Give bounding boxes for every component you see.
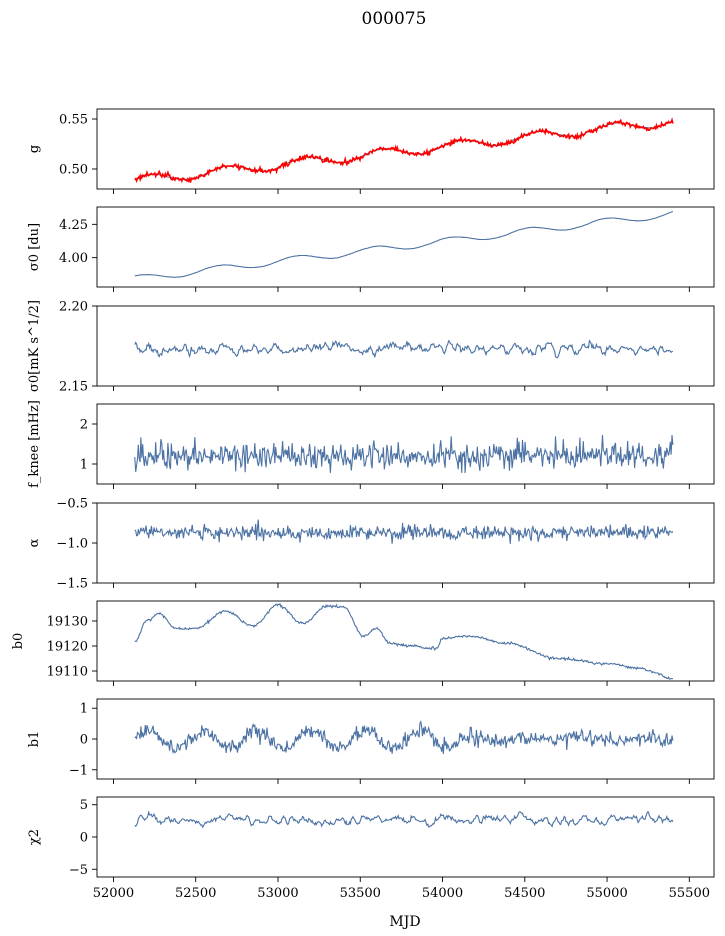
y-axis-label-panel-7: b1	[27, 731, 42, 748]
panel-frame	[96, 502, 715, 584]
y-axis-label-panel-2: σ0 [du]	[27, 223, 42, 271]
panel-frame	[96, 305, 715, 387]
x-tick-label: 55500	[669, 886, 710, 901]
y-tick-label: 4.00	[59, 251, 88, 266]
panel-frame	[96, 403, 715, 485]
y-tick-label: 0.50	[59, 163, 88, 178]
series-line-panel-2	[134, 210, 674, 278]
x-tick-label: 54500	[504, 886, 545, 901]
panel-1: 0.50 0.55 g	[27, 108, 715, 194]
y-axis-label-panel-6: b0	[11, 633, 26, 650]
y-axis-label-panel-3: σ0[mK s^1/2]	[27, 300, 42, 392]
series-line-panel-5	[134, 519, 674, 544]
y-tick-label: 2.15	[59, 380, 88, 395]
panel-4: 1 2 f_knee [mHz]	[27, 400, 715, 489]
series-line-panel-8	[134, 810, 674, 829]
figure-title: 000075	[362, 9, 427, 29]
y-tick-label: −5	[69, 863, 88, 878]
series-line-panel-7	[134, 719, 674, 755]
y-tick-label: 1	[80, 458, 88, 473]
panel-frame	[96, 600, 715, 682]
y-tick-label: 0	[80, 733, 88, 748]
x-tick-label: 55000	[586, 886, 627, 901]
y-tick-label: 19110	[47, 665, 88, 680]
y-tick-label: 2	[80, 418, 88, 433]
y-tick-label: 1	[80, 702, 88, 717]
panels: 0.50 0.55 g 4.00 4.25 σ0 [du] 2.15 2.20 σ0[mK s^…	[11, 108, 715, 901]
x-tick-label: 53000	[257, 886, 298, 901]
panel-6: 19110 19120 19130 b0	[11, 600, 715, 686]
y-tick-label: −1.5	[56, 577, 88, 592]
x-axis-label: MJD	[389, 914, 420, 930]
panel-frame	[96, 206, 715, 288]
x-tick-label: 52000	[93, 886, 134, 901]
panel-8: −5 0 5 52000 52500 53000 53500 54000 54500 55000 5…	[27, 796, 715, 901]
y-tick-label: 5	[80, 798, 88, 813]
y-axis-label-panel-5: α	[27, 538, 42, 547]
y-tick-label: 0	[80, 831, 88, 846]
x-tick-label: 52500	[175, 886, 216, 901]
y-axis-label-panel-4: f_knee [mHz]	[27, 400, 42, 488]
series-line-panel-4	[134, 434, 674, 474]
panel-2: 4.00 4.25 σ0 [du]	[27, 206, 715, 292]
y-tick-label: 19130	[47, 615, 88, 630]
y-axis-label-panel-1: g	[27, 145, 42, 153]
series-line-panel-6	[134, 602, 674, 680]
y-tick-label: 0.55	[59, 113, 88, 128]
y-tick-label: −0.5	[56, 497, 88, 512]
panel-7: −1 0 1 b1	[27, 698, 715, 784]
x-tick-label: 53500	[340, 886, 381, 901]
panel-frame	[96, 108, 715, 190]
y-tick-label: 19120	[47, 640, 88, 655]
series-line-panel-3	[134, 339, 674, 359]
panel-frame	[96, 796, 715, 878]
fit-line	[134, 117, 674, 184]
y-axis-label-panel-8: χ2	[27, 829, 42, 845]
y-tick-label: −1	[69, 763, 88, 778]
y-tick-label: 4.25	[59, 218, 88, 233]
panel-5: −1.5 −1.0 −0.5 α	[27, 497, 715, 592]
y-tick-label: 2.20	[59, 300, 88, 315]
panel-3: 2.15 2.20 σ0[mK s^1/2]	[27, 300, 715, 395]
x-tick-label: 54000	[422, 886, 463, 901]
y-tick-label: −1.0	[56, 537, 88, 552]
